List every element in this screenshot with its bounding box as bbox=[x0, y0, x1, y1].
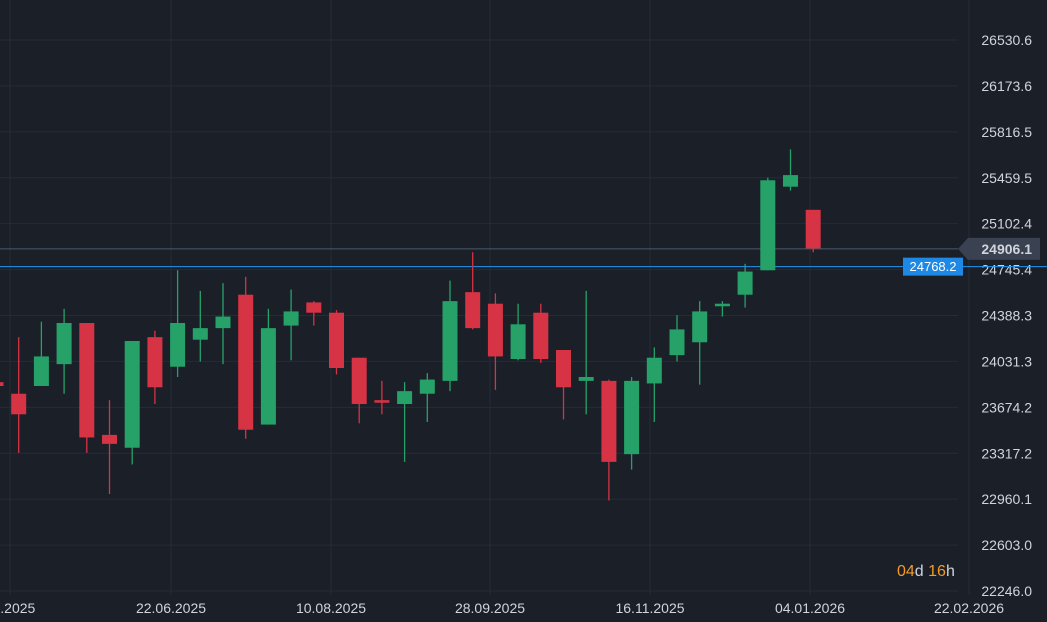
x-tick-label: 28.09.2025 bbox=[455, 600, 525, 616]
candle-body bbox=[737, 271, 753, 295]
y-tick-label: 25102.4 bbox=[981, 216, 1032, 232]
candle-body bbox=[33, 356, 49, 387]
candle-body bbox=[306, 302, 322, 313]
candle-body bbox=[215, 316, 231, 329]
candle-body bbox=[556, 350, 571, 388]
candle-body bbox=[351, 357, 367, 405]
candle-body bbox=[147, 337, 163, 388]
candle-body bbox=[624, 380, 640, 455]
candle-body bbox=[533, 312, 549, 360]
y-tick-label: 22246.0 bbox=[981, 583, 1032, 599]
candle-body bbox=[192, 328, 208, 340]
candle-body bbox=[260, 328, 276, 425]
candle-body bbox=[646, 357, 662, 384]
y-tick-label: 25816.5 bbox=[981, 124, 1032, 140]
candle-body bbox=[419, 379, 435, 394]
candle-body bbox=[692, 311, 708, 343]
x-tick-label: 04.01.2026 bbox=[775, 600, 845, 616]
candle-body bbox=[374, 400, 390, 403]
candle-body bbox=[805, 209, 821, 249]
current-price-label: 24906.1 bbox=[981, 241, 1032, 257]
candle-body bbox=[170, 322, 186, 367]
y-tick-label: 25459.5 bbox=[981, 170, 1032, 186]
x-tick-label: 22.06.2025 bbox=[136, 600, 206, 616]
level-label: 24768.2 bbox=[910, 259, 957, 274]
candle-body bbox=[601, 380, 617, 462]
y-tick-label: 22603.0 bbox=[981, 537, 1032, 553]
candle-body bbox=[760, 180, 776, 271]
y-tick-label: 24388.3 bbox=[981, 308, 1032, 324]
y-tick-label: 24031.3 bbox=[981, 353, 1032, 369]
candle-body bbox=[510, 324, 526, 360]
candle-body bbox=[714, 303, 730, 307]
level-tag bbox=[903, 257, 963, 276]
candle-body bbox=[11, 393, 27, 415]
candle-body bbox=[124, 341, 140, 448]
candle-body bbox=[102, 434, 117, 444]
y-tick-label: 23674.2 bbox=[981, 399, 1032, 415]
candle-body bbox=[79, 322, 95, 438]
bar-countdown: 04d 16h bbox=[897, 563, 955, 580]
x-tick-label: 05.2025 bbox=[0, 600, 36, 616]
x-tick-label: 16.11.2025 bbox=[615, 600, 684, 616]
candle-body bbox=[669, 329, 685, 356]
candle-body bbox=[397, 391, 413, 405]
candle-body bbox=[283, 311, 299, 326]
candle-body bbox=[442, 301, 458, 381]
x-tick-label: 10.08.2025 bbox=[296, 600, 366, 616]
candle-body bbox=[56, 322, 72, 365]
candle-body bbox=[465, 292, 481, 329]
candle-body bbox=[783, 175, 798, 187]
x-tick-label: 22.02.2026 bbox=[934, 600, 1004, 616]
y-tick-label: 24745.4 bbox=[981, 262, 1032, 278]
y-tick-label: 26530.6 bbox=[981, 32, 1032, 48]
y-tick-label: 22960.1 bbox=[981, 491, 1032, 507]
candle-body bbox=[238, 294, 254, 430]
current-price-tag bbox=[958, 237, 1040, 260]
candle-body bbox=[578, 377, 594, 381]
candle-body bbox=[329, 312, 344, 369]
candle-body bbox=[0, 382, 4, 387]
y-tick-label: 26173.6 bbox=[981, 78, 1032, 94]
candle-body bbox=[487, 303, 503, 357]
y-tick-label: 23317.2 bbox=[981, 445, 1032, 461]
